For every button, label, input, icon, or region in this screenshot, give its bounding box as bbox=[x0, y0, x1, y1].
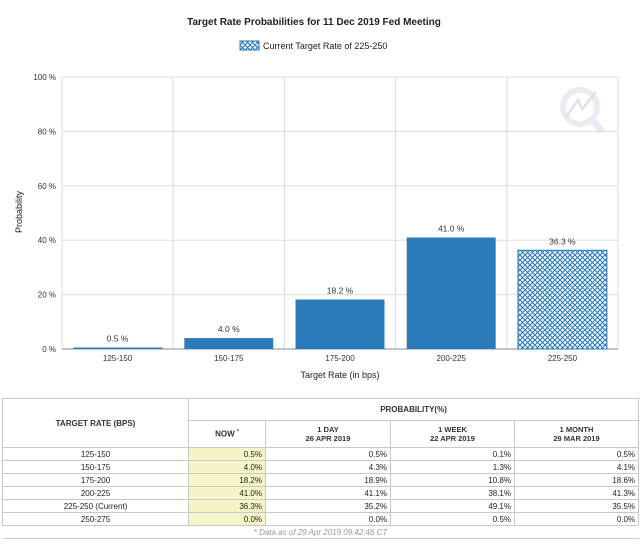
y-tick-label: 20 % bbox=[38, 291, 56, 300]
table-footnote: * Data as of 29 Apr 2019 09:42:46 CT bbox=[2, 525, 639, 539]
y-tick-label: 60 % bbox=[38, 182, 56, 191]
table-row: 125-150 0.5% 0.5% 0.1% 0.5% bbox=[2, 447, 640, 461]
cell-1day: 18.9% bbox=[265, 473, 391, 487]
x-axis-title: Target Rate (in bps) bbox=[300, 370, 379, 380]
chart-svg: Target Rate Probabilities for 11 Dec 201… bbox=[14, 17, 619, 380]
header-1month: 1 MONTH 29 MAR 2019 bbox=[513, 420, 640, 448]
chart-title: Target Rate Probabilities for 11 Dec 201… bbox=[187, 17, 441, 28]
bar bbox=[295, 299, 385, 349]
cell-now: 0.0% bbox=[188, 512, 266, 526]
cell-rate: 150-175 bbox=[2, 460, 189, 474]
bar bbox=[184, 338, 274, 349]
y-tick-label: 80 % bbox=[38, 127, 56, 136]
cell-1week: 0.1% bbox=[390, 447, 515, 461]
labels-layer: 0 % 20 % 40 % 60 % 80 % 100 % 0.5 % 125-150 4.0 … bbox=[33, 73, 577, 363]
table-row: 250-275 0.0% 0.0% 0.5% 0.0% bbox=[2, 512, 640, 526]
cell-now: 0.5% bbox=[188, 447, 266, 461]
header-1day-date: 26 APR 2019 bbox=[305, 434, 351, 443]
cell-rate: 175-200 bbox=[2, 473, 189, 487]
data-label: 0.5 % bbox=[107, 334, 129, 344]
y-tick-label: 0 % bbox=[42, 345, 56, 354]
bars-layer bbox=[73, 237, 608, 350]
cell-1day: 0.5% bbox=[265, 447, 391, 461]
chart-area: Target Rate Probabilities for 11 Dec 201… bbox=[14, 17, 619, 380]
header-now-label: NOW bbox=[215, 429, 235, 439]
data-label: 4.0 % bbox=[218, 324, 240, 334]
cell-1month: 18.6% bbox=[513, 473, 640, 487]
cell-1month: 0.0% bbox=[513, 512, 640, 526]
table-row: 225-250 (Current) 36.3% 35.2% 49.1% 35.5… bbox=[2, 499, 640, 513]
y-axis-title: Probability bbox=[14, 190, 24, 233]
cell-1month: 41.3% bbox=[513, 486, 640, 500]
cell-1day: 35.2% bbox=[265, 499, 391, 513]
header-1day: 1 DAY 26 APR 2019 bbox=[265, 420, 391, 448]
header-1month-date: 29 MAR 2019 bbox=[553, 434, 600, 443]
data-label: 41.0 % bbox=[438, 223, 465, 233]
x-tick-label: 125-150 bbox=[103, 354, 133, 363]
bar bbox=[406, 237, 496, 349]
legend-label: Current Target Rate of 225-250 bbox=[263, 41, 387, 51]
cell-1week: 10.8% bbox=[390, 473, 515, 487]
header-target-rate: TARGET RATE (BPS) bbox=[2, 398, 189, 448]
cell-1month: 4.1% bbox=[513, 460, 640, 474]
grid-layer bbox=[62, 76, 618, 350]
cell-1day: 0.0% bbox=[265, 512, 391, 526]
table-row: 200-225 41.0% 41.1% 38.1% 41.3% bbox=[2, 486, 640, 500]
header-now: NOW * bbox=[188, 420, 266, 448]
watermark-logo bbox=[560, 87, 605, 135]
header-1day-label: 1 DAY bbox=[317, 425, 339, 434]
header-probability: PROBABILITY(%) bbox=[187, 398, 640, 421]
table-row: 150-175 4.0% 4.3% 1.3% 4.1% bbox=[2, 460, 640, 474]
data-label: 36.3 % bbox=[549, 236, 576, 246]
cell-1week: 38.1% bbox=[390, 486, 515, 500]
bar bbox=[517, 249, 608, 350]
x-tick-label: 225-250 bbox=[548, 354, 578, 363]
header-1week: 1 WEEK 22 APR 2019 bbox=[390, 420, 515, 448]
x-tick-label: 150-175 bbox=[214, 354, 244, 363]
header-now-mark: * bbox=[236, 429, 239, 436]
cell-now: 4.0% bbox=[188, 460, 266, 474]
cell-now: 41.0% bbox=[188, 486, 266, 500]
legend-swatch bbox=[239, 40, 260, 51]
cell-rate: 225-250 (Current) bbox=[2, 499, 189, 513]
cell-1month: 0.5% bbox=[513, 447, 640, 461]
probability-table: TARGET RATE (BPS) PROBABILITY(%) NOW * 1… bbox=[2, 398, 640, 539]
cell-now: 36.3% bbox=[188, 499, 266, 513]
cell-rate: 250-275 bbox=[2, 512, 189, 526]
cell-1week: 0.5% bbox=[390, 512, 515, 526]
cell-rate: 125-150 bbox=[2, 447, 189, 461]
header-1week-date: 22 APR 2019 bbox=[430, 434, 475, 443]
header-1week-label: 1 WEEK bbox=[438, 425, 467, 434]
data-label: 18.2 % bbox=[327, 285, 354, 295]
y-tick-label: 40 % bbox=[38, 236, 56, 245]
y-tick-label: 100 % bbox=[33, 73, 56, 82]
cell-rate: 200-225 bbox=[2, 486, 189, 500]
bar bbox=[73, 347, 163, 349]
chart-legend[interactable]: Current Target Rate of 225-250 bbox=[239, 40, 387, 51]
x-tick-label: 175-200 bbox=[325, 354, 355, 363]
cell-1week: 49.1% bbox=[390, 499, 515, 513]
header-1month-label: 1 MONTH bbox=[559, 425, 594, 434]
table-row: 175-200 18.2% 18.9% 10.8% 18.6% bbox=[2, 473, 640, 487]
cell-1week: 1.3% bbox=[390, 460, 515, 474]
cell-now: 18.2% bbox=[188, 473, 266, 487]
cell-1day: 4.3% bbox=[265, 460, 391, 474]
x-tick-label: 200-225 bbox=[437, 354, 467, 363]
cell-1day: 41.1% bbox=[265, 486, 391, 500]
cell-1month: 35.5% bbox=[513, 499, 640, 513]
